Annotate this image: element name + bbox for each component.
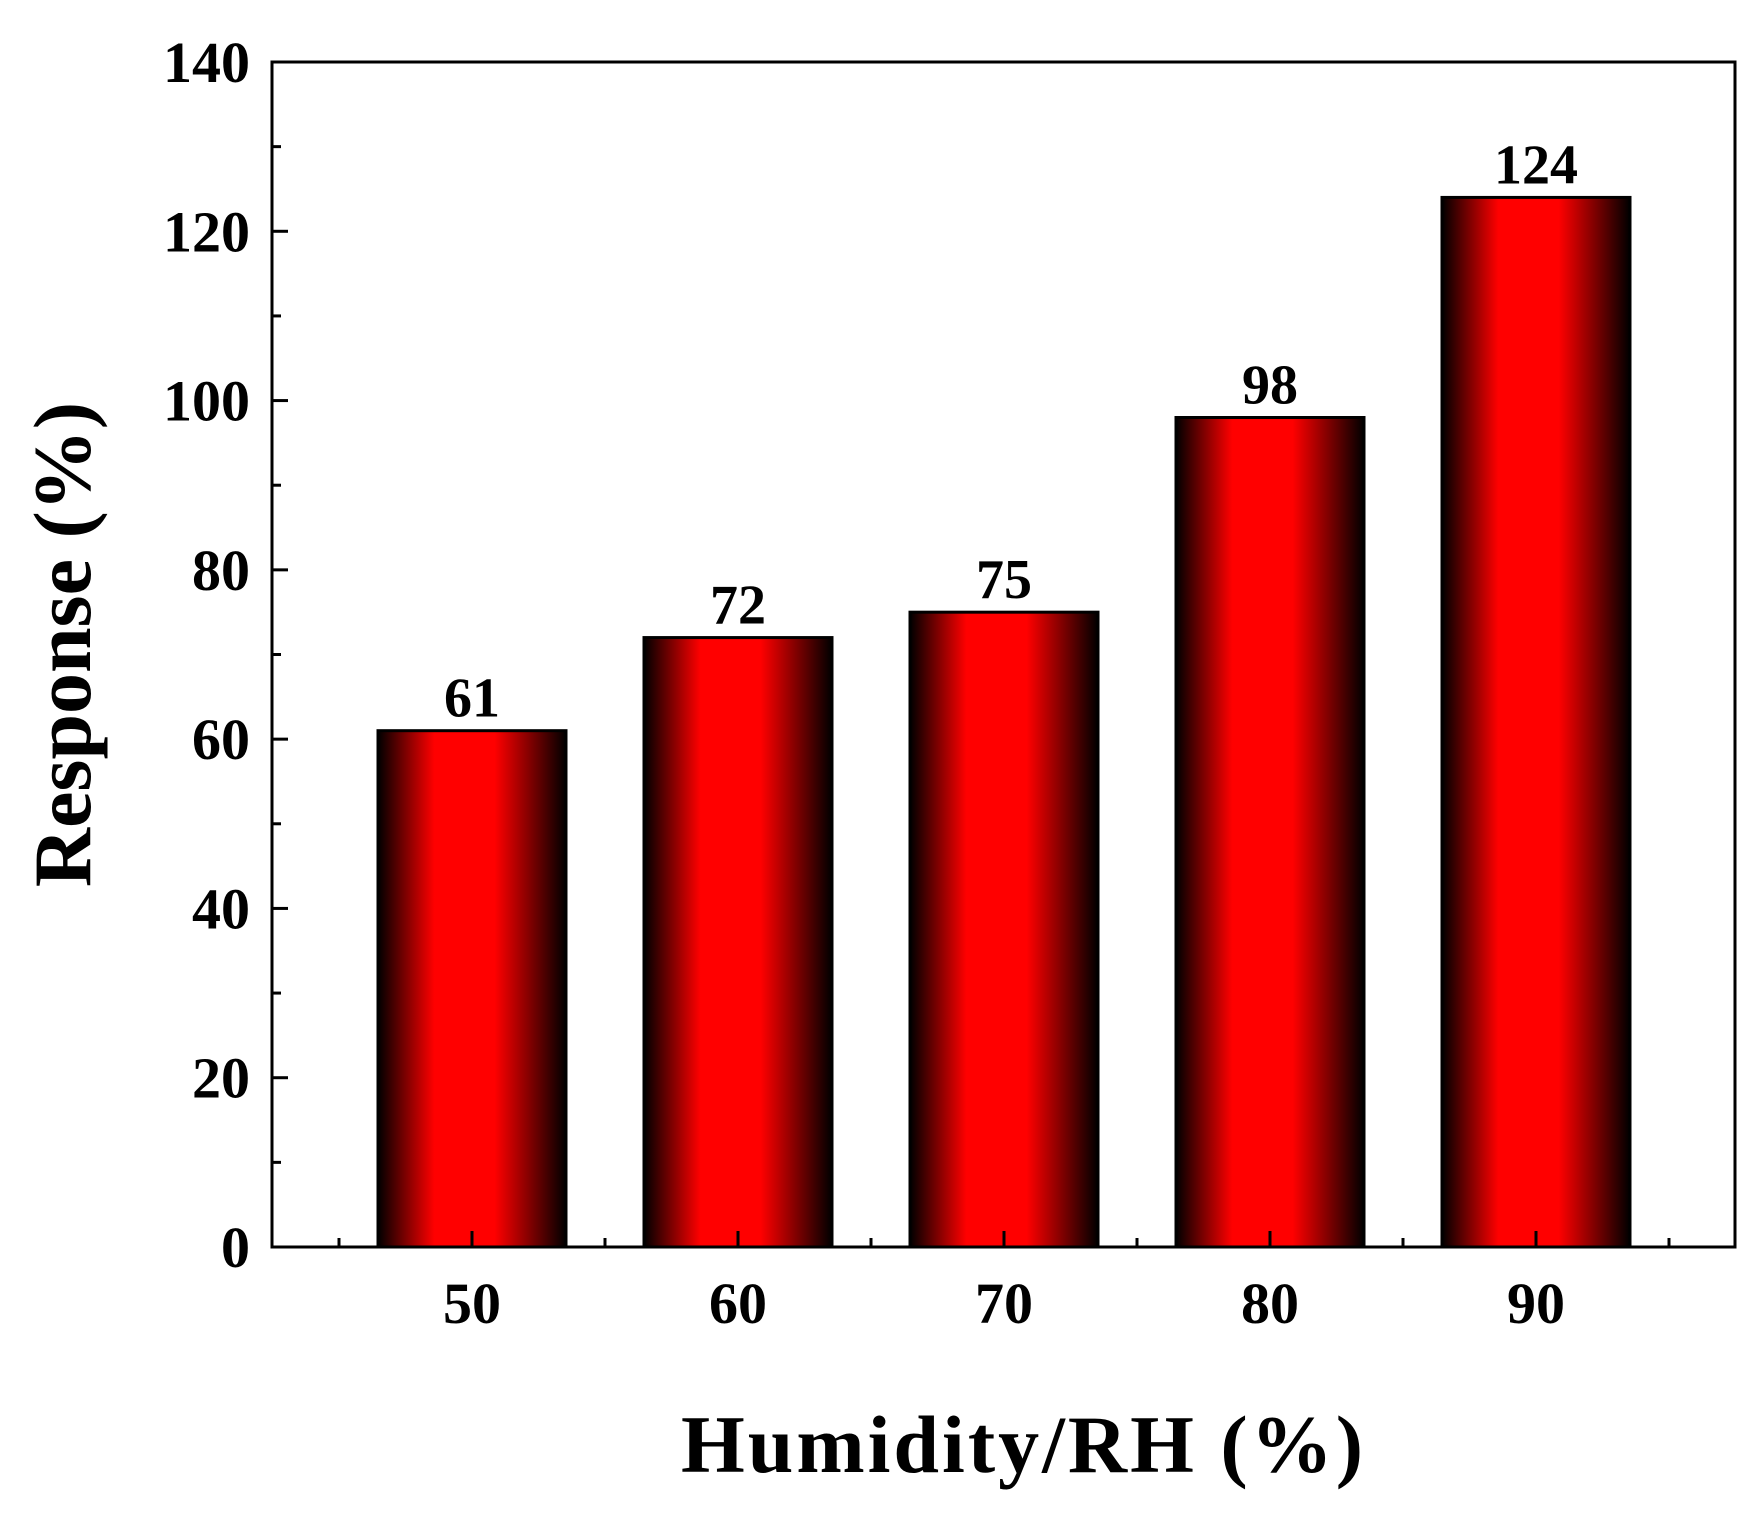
x-tick-label: 70 bbox=[975, 1271, 1033, 1336]
bar-90 bbox=[1440, 195, 1632, 1249]
y-tick-label: 60 bbox=[192, 707, 250, 772]
value-labels: 61 72 75 98 124 bbox=[444, 134, 1578, 729]
value-label: 72 bbox=[710, 575, 766, 637]
bar-70 bbox=[908, 610, 1100, 1249]
x-tick-label: 50 bbox=[443, 1271, 501, 1336]
x-tick-label: 80 bbox=[1241, 1271, 1299, 1336]
y-tick-label: 120 bbox=[163, 199, 250, 264]
bar-80 bbox=[1174, 416, 1366, 1249]
x-tick-label: 90 bbox=[1507, 1271, 1565, 1336]
y-tick-label: 20 bbox=[192, 1046, 250, 1111]
value-label: 75 bbox=[976, 549, 1032, 611]
y-tick-label: 40 bbox=[192, 876, 250, 941]
value-label: 124 bbox=[1494, 134, 1578, 196]
y-tick-label: 0 bbox=[221, 1215, 250, 1280]
y-tick-label: 80 bbox=[192, 538, 250, 603]
value-label: 61 bbox=[444, 668, 500, 730]
x-tick-label: 60 bbox=[709, 1271, 767, 1336]
y-axis-title: Response (%) bbox=[17, 402, 108, 887]
y-axis-ticks: 0 20 40 60 80 100 120 140 bbox=[163, 30, 288, 1280]
bars-layer bbox=[376, 195, 1632, 1249]
x-axis-ticks: 50 60 70 80 90 bbox=[337, 1231, 1671, 1336]
bar-50 bbox=[376, 729, 568, 1249]
y-tick-label: 140 bbox=[163, 30, 250, 95]
x-axis-title: Humidity/RH (%) bbox=[681, 1399, 1366, 1490]
value-label: 98 bbox=[1242, 355, 1298, 417]
bar-60 bbox=[642, 636, 834, 1249]
y-tick-label: 100 bbox=[163, 369, 250, 434]
